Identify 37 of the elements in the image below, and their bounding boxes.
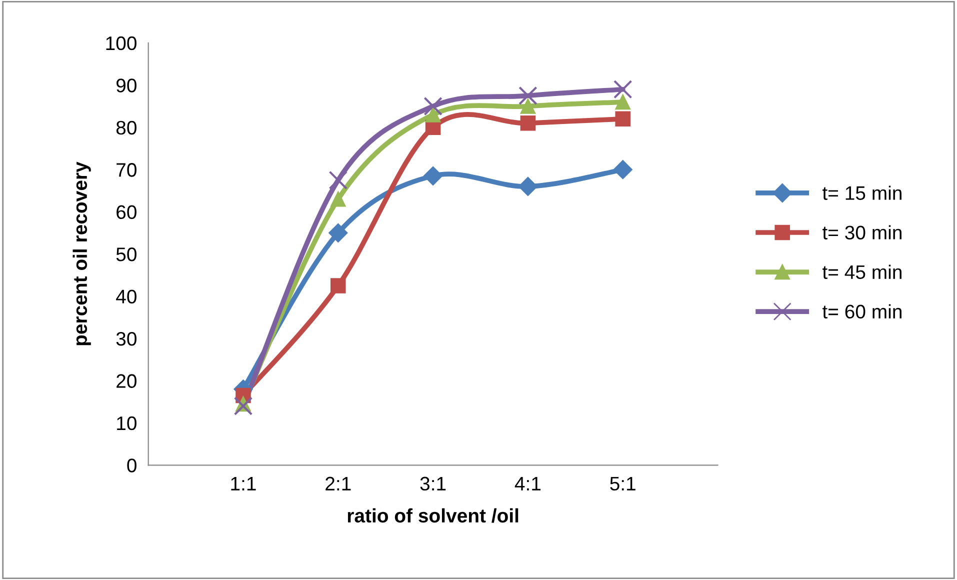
legend-label: t= 45 min: [822, 264, 902, 280]
y-tick-label: 100: [106, 36, 136, 50]
x-tick-label: 3:1: [420, 476, 446, 491]
y-tick-label: 60: [116, 205, 136, 220]
point: [615, 111, 630, 127]
y-tick-label: 70: [116, 163, 136, 177]
legend-label: t= 60 min: [822, 304, 902, 319]
x-tick-label: 4:1: [514, 476, 541, 490]
y-tick-label: 30: [116, 332, 136, 346]
point: [613, 80, 632, 99]
y-tick-label: 50: [116, 248, 136, 262]
y-tick-label: 20: [116, 374, 136, 388]
point: [613, 160, 632, 180]
point: [234, 396, 253, 416]
y-tick-label: 10: [117, 416, 136, 430]
x-tick-label: 1:1: [231, 476, 256, 490]
point: [518, 86, 538, 106]
y-axis-title: percent oil recovery: [72, 162, 91, 346]
y-tick-label: 40: [116, 290, 136, 304]
y-tick-label: 80: [116, 120, 136, 135]
x-tick-label: 2:1: [326, 476, 351, 490]
point: [330, 192, 346, 207]
point: [615, 94, 630, 110]
point: [425, 107, 441, 122]
y-tick-label: 0: [127, 458, 136, 472]
x-axis-title: ratio of solvent /oil: [348, 508, 518, 523]
y-tick-label: 90: [116, 78, 136, 92]
legend-label: t= 15 min: [822, 186, 902, 200]
point: [424, 96, 442, 116]
legend-label: t= 30 min: [822, 225, 902, 240]
point: [424, 166, 443, 186]
point: [520, 116, 536, 131]
point: [520, 98, 536, 114]
point: [328, 223, 348, 242]
x-tick-label: 5:1: [610, 476, 636, 491]
point: [518, 176, 538, 196]
point: [330, 278, 346, 294]
